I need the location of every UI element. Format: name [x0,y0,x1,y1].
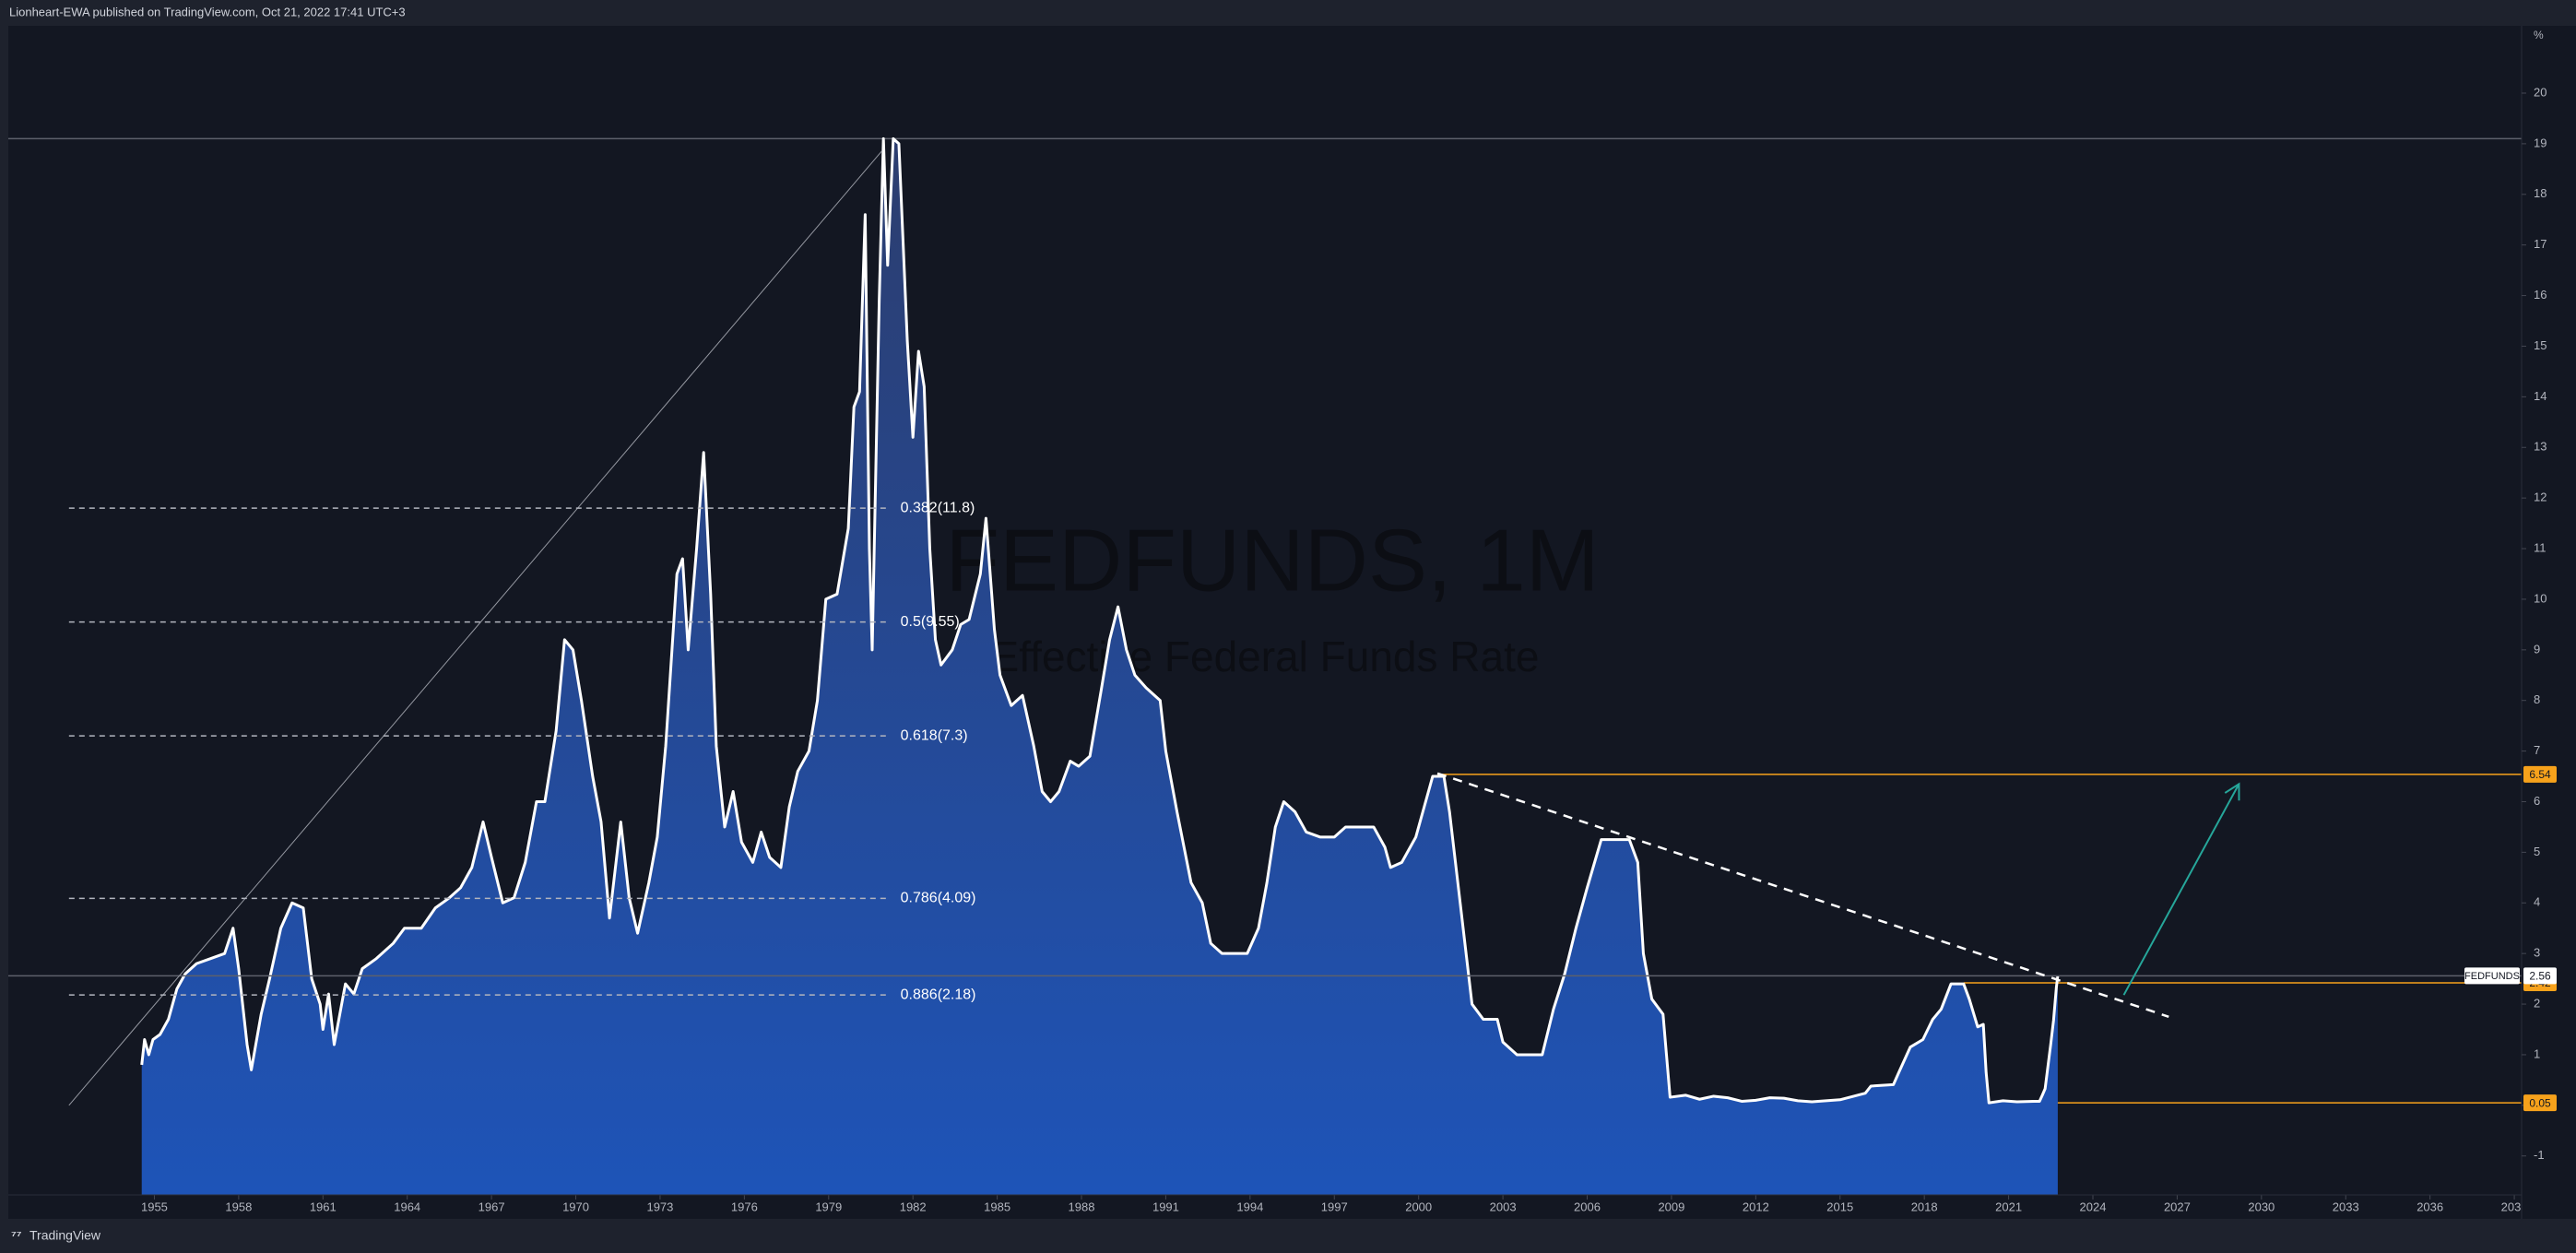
y-tick-label: 10 [2534,591,2546,605]
x-tick-label: 2000 [1405,1200,1432,1213]
x-tick-label: 2009 [1658,1200,1684,1213]
x-tick-label: 1985 [984,1200,1010,1213]
arrow-head [2224,782,2240,801]
y-tick-label: 6 [2534,794,2540,808]
footer: ⁷⁷ TradingView [11,1228,101,1243]
y-tick-label: 11 [2534,540,2546,554]
x-tick-label: 1955 [141,1200,168,1213]
trendline [68,150,883,1106]
series-tag [2464,967,2520,985]
x-tick-label: 2027 [2164,1200,2191,1213]
y-tick-label: 5 [2534,845,2540,858]
price-tag [2523,967,2557,985]
watermark-title: FEDFUNDS, 1M [945,511,1599,609]
x-tick-label: 1982 [900,1200,927,1213]
y-tick-label: 17 [2534,237,2546,251]
x-tick-label: 1970 [562,1200,589,1213]
x-tick-label: 2039 [2501,1200,2528,1213]
x-tick-label: 2012 [1743,1200,1769,1213]
x-tick-label: 1976 [731,1200,758,1213]
x-tick-label: 2024 [2080,1200,2107,1213]
price-tag-label: 6.54 [2529,768,2551,781]
footer-logo: ⁷⁷ [11,1228,22,1243]
fib-level-label: 0.886(2.18) [901,987,976,1002]
x-tick-label: 2033 [2333,1200,2359,1213]
price-tag [2523,765,2557,783]
projection-arrow [2122,783,2240,996]
y-tick-label: 15 [2534,338,2546,352]
x-tick-label: 2036 [2416,1200,2443,1213]
downtrend-line [1436,772,2169,1018]
x-tick-label: 1991 [1152,1200,1179,1213]
y-tick-label: 8 [2534,692,2540,706]
x-tick-label: 1964 [394,1200,420,1213]
x-tick-label: 1973 [646,1200,673,1213]
y-tick-label: 7 [2534,743,2540,757]
x-tick-label: 2030 [2248,1200,2275,1213]
y-tick-label: 16 [2534,288,2546,301]
y-tick-label: 4 [2534,895,2540,909]
series-line [140,136,2060,1105]
fib-level-label: 0.382(11.8) [901,500,975,515]
y-tick-label: 20 [2534,85,2546,99]
x-tick-label: 1961 [310,1200,337,1213]
x-tick-label: 2021 [1995,1200,2022,1213]
x-tick-label: 1967 [479,1200,505,1213]
y-tick-label: 9 [2534,642,2540,656]
x-tick-label: 1958 [225,1200,252,1213]
y-tick-label: 12 [2534,491,2546,504]
y-tick-label: 18 [2534,186,2546,200]
header-text: Lionheart-EWA published on TradingView.c… [9,5,406,18]
area-fill [141,138,2058,1195]
y-tick-label: 1 [2534,1046,2540,1060]
x-tick-label: 2006 [1574,1200,1601,1213]
y-tick-label: 2 [2534,996,2540,1010]
fib-level-label: 0.786(4.09) [901,891,976,906]
x-tick-label: 2015 [1826,1200,1853,1213]
x-tick-label: 2003 [1490,1200,1517,1213]
x-tick-label: 1994 [1236,1200,1263,1213]
price-tag-label: 0.05 [2529,1096,2551,1109]
fib-level-label: 0.618(7.3) [901,727,968,743]
y-unit: % [2534,29,2544,41]
plot: FEDFUNDS, 1M Effective Federal Funds Rat… [8,136,2522,1195]
x-tick-label: 1997 [1321,1200,1348,1213]
y-tick-label: 19 [2534,136,2546,149]
price-tag-label: 2.56 [2529,969,2551,982]
price-tag [2523,1094,2557,1112]
x-tick-label: 2018 [1911,1200,1938,1213]
series-tag-label: FEDFUNDS [2464,971,2520,982]
fib-level-label: 0.5(9.55) [901,614,960,630]
x-tick-label: 1988 [1069,1200,1095,1213]
watermark-subtitle: Effective Federal Funds Rate [991,632,1540,680]
y-tick-label: 14 [2534,389,2546,403]
y-tick-label: 13 [2534,440,2546,454]
footer-text: TradingView [30,1228,101,1243]
x-tick-label: 1979 [815,1200,842,1213]
axes: 1955 1958 1961 1964 1967 1970 1973 1976 1979 1982… [8,26,2576,1219]
y-tick-label: 3 [2534,946,2540,960]
price-axis [2522,26,2576,1219]
y-tick-label: -1 [2534,1148,2545,1162]
